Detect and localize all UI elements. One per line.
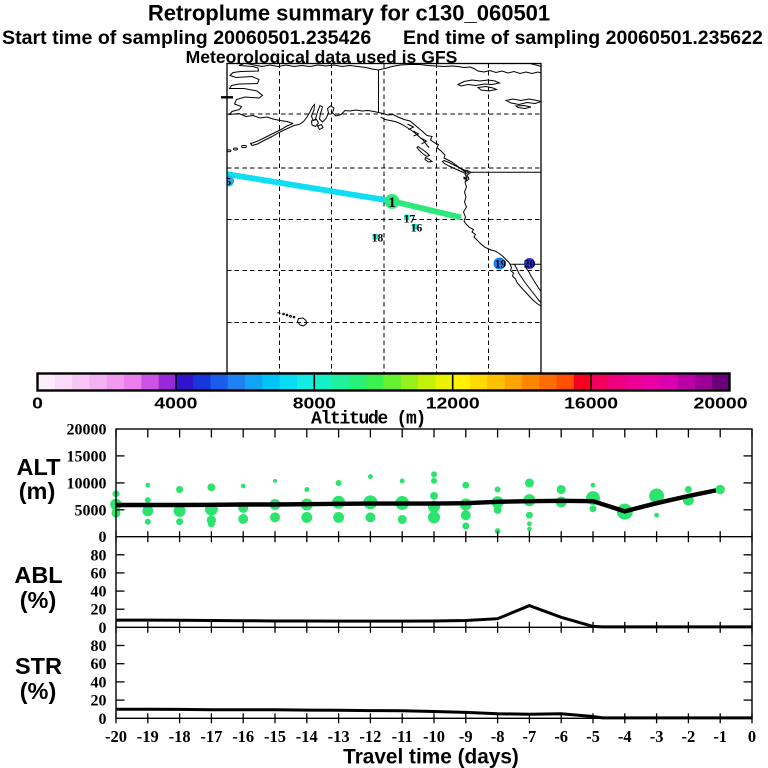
svg-text:ALT: ALT <box>17 454 62 480</box>
svg-text:(m): (m) <box>19 478 56 504</box>
svg-text:18: 18 <box>372 233 384 245</box>
svg-text:16: 16 <box>411 223 423 235</box>
svg-text:8000: 8000 <box>293 395 336 412</box>
svg-text:10000: 10000 <box>67 475 107 492</box>
svg-text:Start time of sampling 2006050: Start time of sampling 20060501.235426 <box>2 27 371 49</box>
svg-text:Meteorological data used is GF: Meteorological data used is GFS <box>186 47 458 67</box>
svg-text:5000: 5000 <box>75 502 107 519</box>
svg-text:-20: -20 <box>105 727 127 746</box>
svg-text:-3: -3 <box>650 727 664 746</box>
svg-text:(%): (%) <box>20 587 57 613</box>
svg-text:-4: -4 <box>618 727 632 746</box>
svg-text:0: 0 <box>99 529 107 546</box>
svg-text:20000: 20000 <box>67 422 107 439</box>
svg-text:-18: -18 <box>169 727 191 746</box>
svg-text:80: 80 <box>91 547 107 564</box>
svg-text:0: 0 <box>99 711 107 728</box>
svg-text:-12: -12 <box>359 727 381 746</box>
svg-text:-7: -7 <box>523 727 537 746</box>
svg-text:-15: -15 <box>264 727 286 746</box>
svg-text:-10: -10 <box>423 727 445 746</box>
svg-text:-6: -6 <box>554 727 568 746</box>
svg-text:20000: 20000 <box>694 395 748 412</box>
svg-text:-9: -9 <box>459 727 473 746</box>
svg-text:20: 20 <box>91 602 107 619</box>
svg-text:ABL: ABL <box>14 562 62 588</box>
svg-text:-16: -16 <box>232 727 254 746</box>
svg-text:-1: -1 <box>713 727 727 746</box>
svg-text:-14: -14 <box>296 727 318 746</box>
svg-text:40: 40 <box>91 584 107 601</box>
svg-text:End time of sampling 20060501.: End time of sampling 20060501.235622 <box>403 27 763 49</box>
svg-text:1: 1 <box>388 195 396 211</box>
svg-text:19: 19 <box>495 259 507 271</box>
svg-text:16000: 16000 <box>564 395 618 412</box>
svg-text:60: 60 <box>91 656 107 673</box>
svg-text:STR: STR <box>15 653 62 679</box>
svg-text:-8: -8 <box>491 727 505 746</box>
svg-text:17: 17 <box>404 214 416 226</box>
svg-text:12000: 12000 <box>426 395 480 412</box>
svg-text:4000: 4000 <box>154 395 197 412</box>
svg-text:-5: -5 <box>586 727 600 746</box>
svg-text:-11: -11 <box>392 727 413 746</box>
svg-text:Retroplume summary for c130_06: Retroplume summary for c130_060501 <box>148 0 550 25</box>
svg-text:-19: -19 <box>137 727 159 746</box>
svg-text:0: 0 <box>32 395 43 412</box>
svg-text:40: 40 <box>91 674 107 691</box>
svg-text:5: 5 <box>226 176 232 188</box>
svg-text:-2: -2 <box>682 727 696 746</box>
svg-text:Altitude (m): Altitude (m) <box>311 410 425 430</box>
svg-text:20: 20 <box>524 259 536 271</box>
svg-text:Travel time (days): Travel time (days) <box>343 746 519 768</box>
svg-text:60: 60 <box>91 565 107 582</box>
svg-text:0: 0 <box>99 620 107 637</box>
svg-text:80: 80 <box>91 638 107 655</box>
svg-text:-13: -13 <box>328 727 350 746</box>
svg-text:(%): (%) <box>20 678 57 704</box>
svg-text:0: 0 <box>748 727 756 746</box>
svg-text:15000: 15000 <box>67 448 107 465</box>
svg-text:20: 20 <box>91 693 107 710</box>
svg-text:-17: -17 <box>200 727 222 746</box>
